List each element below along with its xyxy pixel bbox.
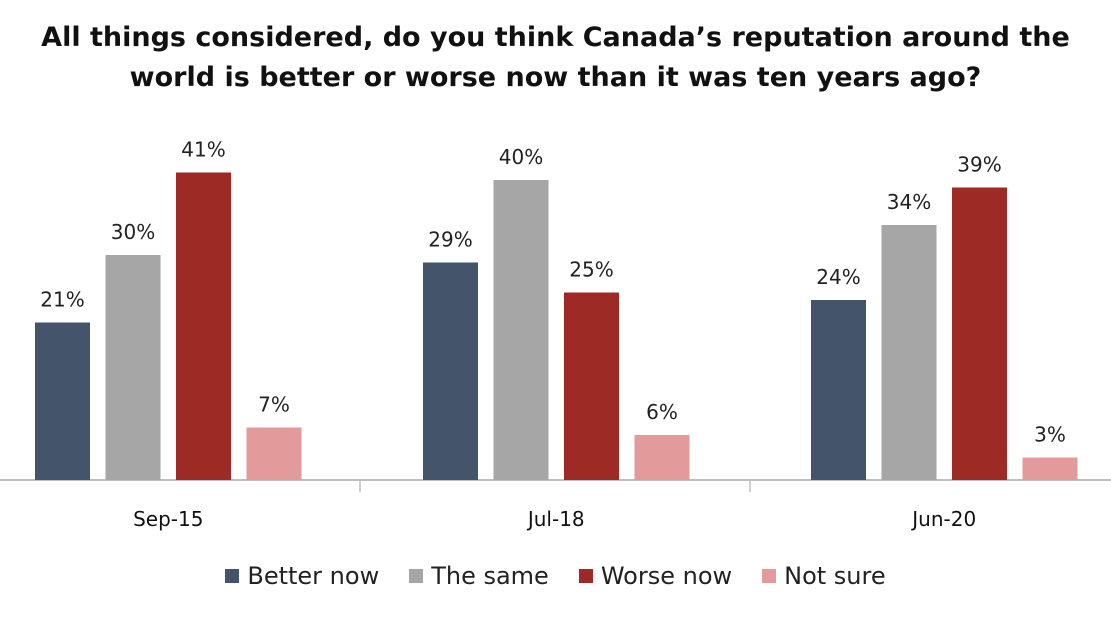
bar-not-sure-sep-15 [246,427,302,480]
legend-swatch-worse-now [578,569,593,583]
data-label-not-sure-jun-20: 3% [1034,423,1066,447]
data-label-the-same-jul-18: 40% [499,145,543,169]
bar-the-same-sep-15 [105,255,161,480]
legend-item-the-same: The same [409,562,549,590]
legend-swatch-better-now [225,569,240,583]
bar-not-sure-jul-18 [634,435,690,480]
chart-title-line-2: world is better or worse now than it was… [129,62,982,93]
bar-the-same-jul-18 [493,180,549,480]
data-label-not-sure-jul-18: 6% [646,400,678,424]
legend-label-better-now: Better now [247,562,380,590]
chart-legend: Better now The same Worse now Not sure [0,562,1111,590]
legend-swatch-the-same [409,569,424,583]
data-label-the-same-sep-15: 30% [111,220,155,244]
legend-label-not-sure: Not sure [784,562,886,590]
bar-better-now-jul-18 [423,262,478,480]
legend-label-the-same: The same [431,562,549,590]
bar-worse-now-jul-18 [564,292,619,480]
bar-worse-now-jun-20 [952,187,1007,480]
x-tick-label-jun-20: Jun-20 [910,507,976,531]
bar-worse-now-sep-15 [176,172,231,480]
chart-title-line-1: All things considered, do you think Cana… [41,22,1070,53]
legend-item-better-now: Better now [225,562,379,590]
bar-the-same-jun-20 [881,225,937,480]
data-label-better-now-jun-20: 24% [816,265,860,289]
bar-better-now-jun-20 [811,300,866,480]
data-label-worse-now-jul-18: 25% [569,258,613,282]
legend-label-worse-now: Worse now [600,562,733,590]
legend-item-worse-now: Worse now [578,562,733,590]
x-tick-label-sep-15: Sep-15 [133,507,203,531]
legend-item-not-sure: Not sure [762,562,886,590]
chart-title: All things considered, do you think Cana… [0,18,1111,98]
bar-not-sure-jun-20 [1022,457,1078,480]
data-label-worse-now-sep-15: 41% [181,138,225,162]
data-label-not-sure-sep-15: 7% [258,393,290,417]
data-label-the-same-jun-20: 34% [887,190,931,214]
data-label-better-now-jul-18: 29% [428,228,472,252]
legend-swatch-not-sure [762,569,777,583]
data-label-better-now-sep-15: 21% [40,288,84,312]
bar-better-now-sep-15 [35,322,90,480]
x-tick-label-jul-18: Jul-18 [526,507,585,531]
data-label-worse-now-jun-20: 39% [957,153,1001,177]
